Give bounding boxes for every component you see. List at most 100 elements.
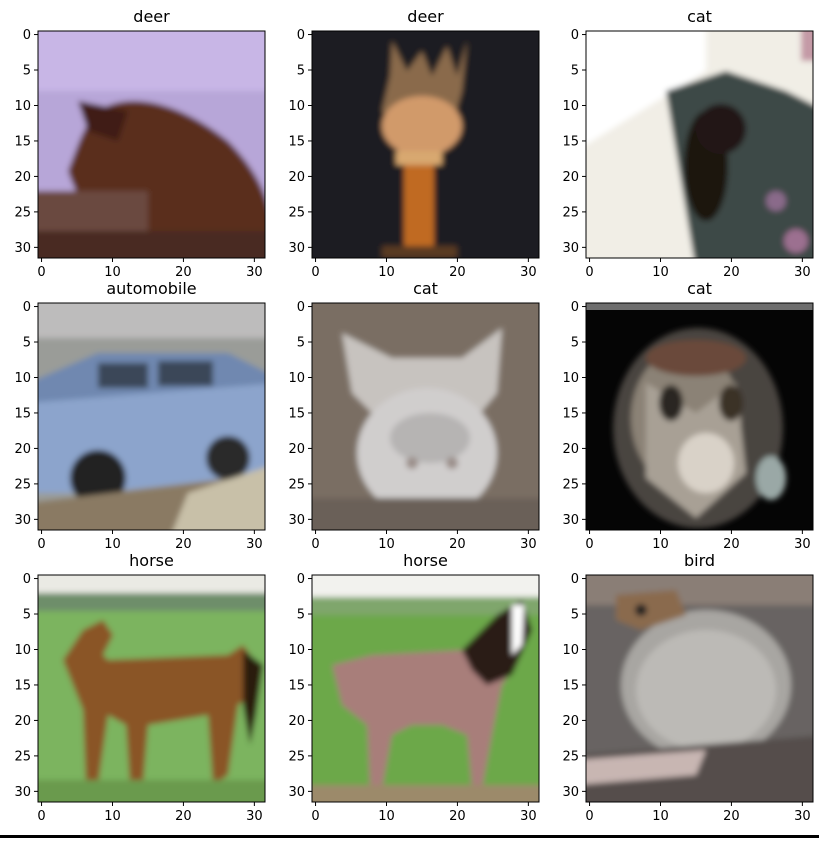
x-tick-label: 20 (449, 265, 466, 280)
y-tick-label: 5 (297, 608, 305, 623)
y-tick-label: 0 (571, 28, 579, 43)
y-tick-label: 30 (288, 513, 305, 528)
panel-title: bird (684, 551, 715, 570)
y-tick-label: 20 (562, 714, 579, 729)
panel-frame (311, 30, 540, 259)
x-tick-label: 30 (794, 537, 811, 552)
y-tick-label: 10 (562, 371, 579, 386)
y-tick-label: 15 (14, 678, 31, 693)
panel-5: cat (311, 279, 540, 531)
panel-axes: 0 5 10 15 20 25 30 0 10 20 30 (14, 300, 262, 552)
panel-image (586, 303, 813, 530)
x-tick-label: 30 (794, 809, 811, 824)
panel-7: horse (37, 551, 266, 803)
y-tick-label: 10 (14, 371, 31, 386)
x-tick-label: 20 (723, 537, 740, 552)
y-tick-label: 15 (288, 678, 305, 693)
y-tick-label: 30 (14, 513, 31, 528)
panel-image (312, 575, 539, 802)
panel-2: deer (311, 7, 540, 259)
y-tick-label: 25 (14, 749, 31, 764)
x-tick-label: 30 (246, 265, 263, 280)
y-tick-label: 25 (562, 749, 579, 764)
panel-8: horse (311, 551, 540, 803)
y-tick-label: 20 (562, 170, 579, 185)
panel-image (38, 31, 265, 258)
panel-title: horse (403, 551, 448, 570)
y-tick-label: 10 (288, 643, 305, 658)
panel-image (586, 31, 813, 258)
x-tick-label: 10 (378, 809, 395, 824)
x-tick-label: 20 (175, 537, 192, 552)
y-tick-label: 10 (562, 643, 579, 658)
y-tick-label: 20 (14, 170, 31, 185)
y-tick-label: 15 (562, 406, 579, 421)
panel-axes: 0 5 10 15 20 25 30 0 10 20 30 (288, 28, 536, 280)
x-tick-label: 30 (246, 809, 263, 824)
y-tick-label: 30 (562, 513, 579, 528)
y-tick-label: 10 (288, 371, 305, 386)
y-tick-label: 0 (23, 300, 31, 315)
panel-frame (585, 302, 814, 531)
panel-4: automobile (37, 279, 266, 531)
x-tick-label: 30 (520, 809, 537, 824)
x-tick-label: 0 (585, 537, 593, 552)
y-tick-label: 0 (297, 28, 305, 43)
panel-title: cat (687, 7, 712, 26)
y-tick-label: 0 (23, 28, 31, 43)
x-tick-label: 0 (37, 809, 45, 824)
x-tick-label: 0 (585, 809, 593, 824)
y-tick-label: 20 (288, 442, 305, 457)
x-tick-label: 0 (311, 265, 319, 280)
y-tick-label: 0 (23, 572, 31, 587)
y-tick-label: 25 (562, 477, 579, 492)
y-tick-label: 10 (288, 99, 305, 114)
panel-6: cat (585, 279, 814, 531)
x-tick-label: 20 (449, 537, 466, 552)
panel-1: deer (37, 7, 266, 259)
y-tick-label: 10 (14, 99, 31, 114)
y-tick-label: 25 (14, 477, 31, 492)
y-tick-label: 5 (297, 336, 305, 351)
panel-frame (37, 302, 266, 531)
x-tick-label: 20 (175, 809, 192, 824)
x-tick-label: 20 (175, 265, 192, 280)
panel-axes: 0 5 10 15 20 25 30 0 10 20 30 (14, 28, 262, 280)
y-tick-label: 20 (288, 170, 305, 185)
y-tick-label: 25 (288, 477, 305, 492)
x-tick-label: 10 (378, 537, 395, 552)
x-tick-label: 10 (104, 537, 121, 552)
y-tick-label: 15 (288, 406, 305, 421)
y-tick-label: 0 (571, 572, 579, 587)
y-tick-label: 5 (571, 64, 579, 79)
panel-image (312, 31, 539, 258)
y-tick-label: 30 (562, 785, 579, 800)
y-tick-label: 20 (14, 714, 31, 729)
x-tick-label: 30 (794, 265, 811, 280)
panel-title: automobile (106, 279, 196, 298)
y-tick-label: 10 (14, 643, 31, 658)
figure-bottom-border (0, 835, 819, 838)
panel-frame (311, 302, 540, 531)
axis-ticks-layer: 0 5 10 15 20 25 30 0 10 20 30 0 5 10 15 20 25 30 0 10 20 30 0 5… (14, 28, 810, 824)
y-tick-label: 20 (14, 442, 31, 457)
panel-frame (585, 574, 814, 803)
y-tick-label: 15 (562, 678, 579, 693)
y-tick-label: 25 (288, 205, 305, 220)
panel-axes: 0 5 10 15 20 25 30 0 10 20 30 (288, 572, 536, 824)
y-tick-label: 5 (571, 336, 579, 351)
panel-axes: 0 5 10 15 20 25 30 0 10 20 30 (288, 300, 536, 552)
x-tick-label: 30 (246, 537, 263, 552)
y-tick-label: 0 (297, 300, 305, 315)
y-tick-label: 15 (14, 406, 31, 421)
x-tick-label: 10 (104, 809, 121, 824)
y-tick-label: 5 (23, 608, 31, 623)
y-tick-label: 25 (14, 205, 31, 220)
panel-title: deer (133, 7, 170, 26)
panel-image (312, 303, 539, 530)
x-tick-label: 10 (652, 537, 669, 552)
x-tick-label: 30 (520, 265, 537, 280)
panel-frame (37, 574, 266, 803)
y-tick-label: 15 (288, 134, 305, 149)
panel-frame (311, 574, 540, 803)
